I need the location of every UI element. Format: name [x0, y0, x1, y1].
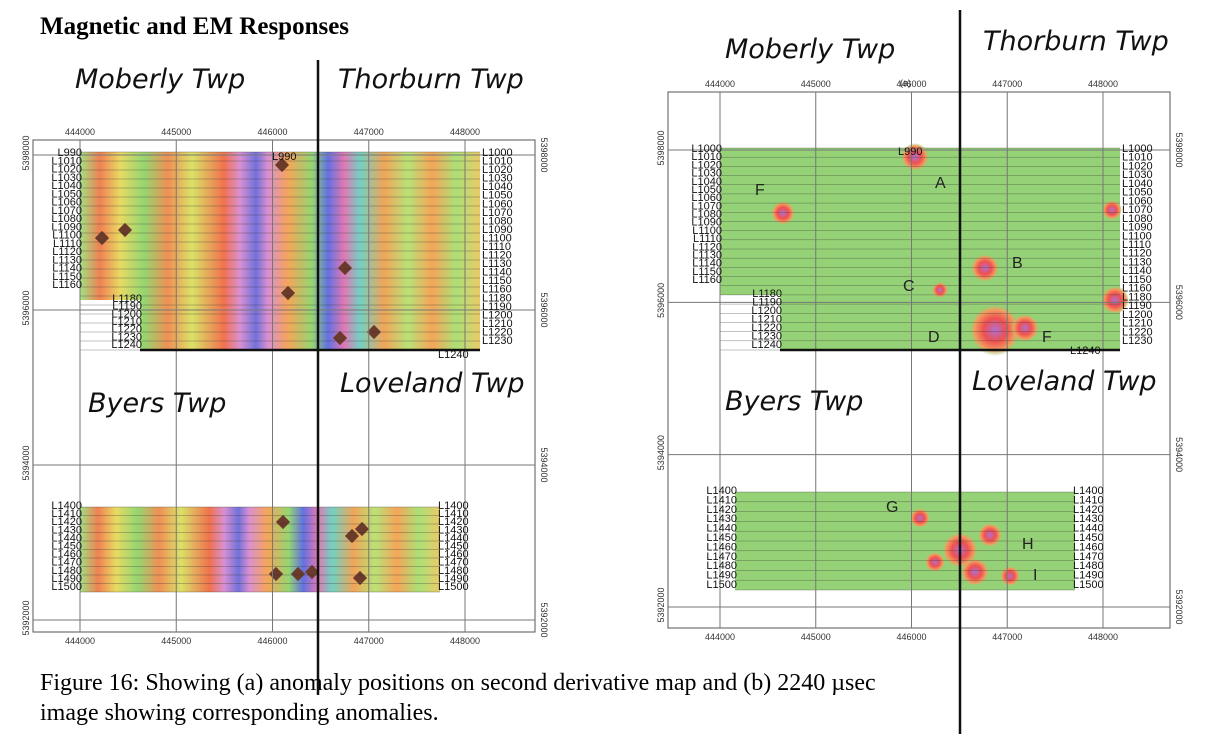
township-label: Loveland Twp [340, 368, 525, 399]
easting-label: 447000 [354, 636, 384, 646]
line-label: L1230 [482, 335, 513, 347]
line-label: L1500 [51, 581, 82, 593]
anomaly-letter: F [755, 182, 765, 199]
easting-label: 444000 [705, 79, 735, 89]
easting-label: 446000 [896, 632, 926, 642]
easting-label: 446000 [257, 636, 287, 646]
easting-label: 448000 [450, 636, 480, 646]
anomaly-letter: D [928, 329, 940, 346]
line-label: L1500 [1073, 579, 1104, 591]
line-label: L1240 [751, 339, 782, 351]
easting-label: 448000 [1088, 79, 1118, 89]
caption-line: Figure 16: Showing (a) anomaly positions… [40, 670, 876, 696]
easting-label: 444000 [705, 632, 735, 642]
easting-label: 447000 [992, 632, 1022, 642]
northing-label: 5396000 [21, 290, 31, 325]
northing-label: 5398000 [21, 135, 31, 170]
line-label: L1240 [1070, 345, 1101, 357]
line-label: L1500 [438, 581, 469, 593]
figure-title: Magnetic and EM Responses [40, 13, 349, 40]
easting-label: 444000 [65, 636, 95, 646]
township-label: Byers Twp [725, 386, 863, 417]
township-label: Thorburn Twp [338, 64, 524, 95]
northing-label: 5398000 [539, 137, 549, 172]
anomaly-blob [932, 282, 948, 298]
northing-label: 5398000 [1174, 132, 1184, 167]
anomaly-blob [978, 523, 1002, 547]
easting-label: 444000 [65, 127, 95, 137]
anomaly-blob [910, 508, 930, 528]
anomaly-letter: A [935, 175, 946, 192]
easting-label: 445000 [161, 636, 191, 646]
anomaly-blob [1000, 566, 1020, 586]
line-label: L1160 [692, 274, 722, 286]
northing-label: 5394000 [1174, 437, 1184, 472]
line-label: L1230 [1122, 335, 1153, 347]
township-label: Thorburn Twp [983, 26, 1169, 57]
easting-label: 446000 [257, 127, 287, 137]
easting-label: 445000 [801, 79, 831, 89]
northing-label: 5398000 [656, 130, 666, 165]
northing-label: 5394000 [539, 447, 549, 482]
township-label: Moberly Twp [725, 34, 895, 65]
township-label: Moberly Twp [75, 64, 245, 95]
township-label: Loveland Twp [972, 366, 1157, 397]
northing-label: 5396000 [539, 292, 549, 327]
figure-page: Magnetic and EM Responses Figure 16: Sho… [0, 0, 1209, 734]
easting-label: 447000 [354, 127, 384, 137]
northing-label: 5394000 [656, 435, 666, 470]
line-label: L1500 [706, 579, 737, 591]
anomaly-letter: G [886, 499, 898, 516]
caption-line: image showing corresponding anomalies. [40, 700, 439, 726]
easting-label: 448000 [450, 127, 480, 137]
northing-label: 5394000 [21, 445, 31, 480]
easting-label: 448000 [1088, 632, 1118, 642]
anomaly-blob [925, 552, 945, 572]
northing-label: 5392000 [539, 602, 549, 637]
anomaly-letter: C [903, 278, 915, 295]
easting-label: 447000 [992, 79, 1022, 89]
line-label: L1160 [52, 279, 82, 291]
northing-label: 5392000 [21, 600, 31, 635]
easting-label: 445000 [161, 127, 191, 137]
easting-label: 445000 [801, 632, 831, 642]
anomaly-letter: F [1042, 329, 1052, 346]
line-label: L1240 [111, 339, 142, 351]
line-label: L990 [898, 146, 922, 158]
anomaly-letter: H [1022, 536, 1034, 553]
anomaly-letter: B [1012, 255, 1023, 272]
township-label: Byers Twp [88, 388, 226, 419]
line-label: L990 [272, 151, 296, 163]
line-label: L1240 [438, 349, 469, 361]
panel-label: (a) [900, 78, 911, 88]
northing-label: 5396000 [1174, 285, 1184, 320]
anomaly-blob [1011, 314, 1039, 342]
anomaly-blob [961, 558, 989, 586]
anomaly-letter: I [1033, 567, 1037, 584]
northing-label: 5396000 [656, 283, 666, 318]
northing-label: 5392000 [1174, 589, 1184, 624]
northing-label: 5392000 [656, 587, 666, 622]
